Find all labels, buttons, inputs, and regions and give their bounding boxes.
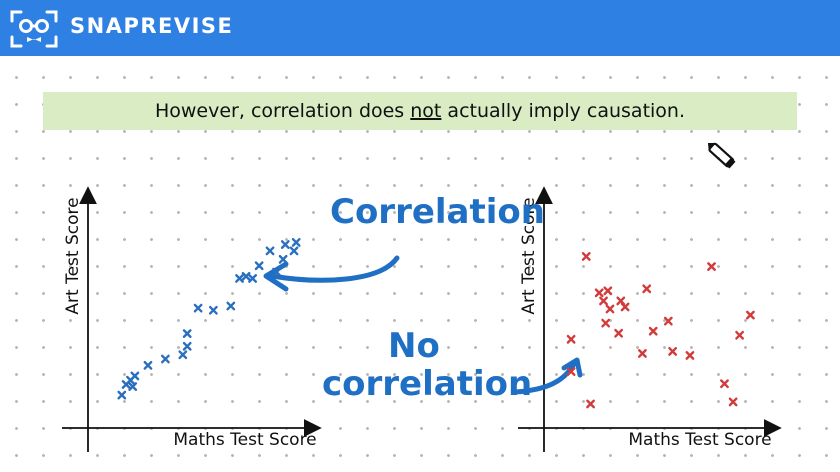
right-data-point: [614, 328, 624, 338]
left-data-point: [278, 254, 288, 264]
right-data-point: [581, 252, 591, 261]
glasses-face-icon: [10, 10, 58, 48]
left-data-point: [226, 301, 236, 311]
left-data-point: [265, 246, 275, 256]
left-data-point: [208, 305, 218, 315]
left-chart-points: [117, 238, 301, 400]
right-data-point: [642, 284, 652, 294]
right-chart-points: [566, 252, 755, 409]
right-data-point: [599, 296, 608, 306]
right-data-point: [566, 367, 576, 376]
left-data-point: [128, 382, 138, 391]
left-xlabel: Maths Test Score: [173, 430, 316, 450]
left-data-point: [178, 350, 188, 360]
left-data-point: [241, 271, 251, 281]
correlation-note-2: correlation: [322, 364, 533, 404]
right-chart-axes: [518, 186, 782, 452]
right-data-point: [605, 304, 615, 314]
right-data-point: [586, 399, 595, 409]
left-data-point: [182, 341, 192, 351]
left-data-point: [143, 360, 153, 370]
right-data-point: [663, 316, 673, 326]
right-data-point: [728, 397, 738, 407]
right-ylabel: Art Test Score: [519, 197, 539, 314]
correlation-arrow: [269, 255, 400, 283]
right-data-point: [746, 310, 755, 320]
banner-emphasis: not: [410, 100, 442, 122]
left-data-point: [289, 246, 299, 256]
pen-cursor-icon: [707, 142, 736, 169]
right-data-point: [668, 347, 678, 356]
left-data-point: [248, 274, 257, 283]
banner-text-end: actually imply causation.: [441, 100, 686, 122]
correlation-note: Correlation: [330, 192, 545, 232]
brand-name: SNAPREVISE: [70, 14, 234, 38]
left-data-point: [254, 261, 264, 271]
right-data-point: [603, 286, 613, 296]
left-data-point: [272, 267, 281, 277]
header-bar: SNAPREVISE: [0, 0, 840, 56]
right-data-point: [601, 318, 611, 328]
right-data-point: [638, 349, 647, 358]
right-data-point: [735, 330, 744, 340]
right-data-point: [707, 262, 716, 271]
no-note: No: [388, 326, 440, 366]
right-data-point: [620, 302, 630, 312]
right-data-point: [594, 288, 604, 298]
right-data-point: [685, 351, 695, 360]
right-xlabel: Maths Test Score: [628, 430, 771, 450]
left-data-point: [161, 354, 170, 364]
left-data-point: [182, 329, 192, 338]
left-ylabel: Art Test Score: [63, 197, 83, 314]
left-data-point: [193, 303, 203, 313]
left-data-point: [130, 371, 140, 381]
statement-banner: However, correlation does not actually i…: [43, 92, 797, 130]
no-correlation-arrow: [513, 359, 578, 395]
banner-text-start: However, correlation does: [154, 100, 411, 122]
right-data-point: [648, 326, 658, 336]
left-data-point: [291, 238, 301, 247]
right-data-point: [616, 296, 626, 306]
left-data-point: [235, 274, 244, 283]
left-data-point: [117, 390, 127, 400]
no-correlation-arrow-head: [561, 357, 583, 378]
left-data-point: [280, 240, 290, 249]
right-data-point: [720, 379, 729, 389]
right-data-point: [566, 334, 576, 344]
left-chart-axes: [62, 186, 322, 452]
